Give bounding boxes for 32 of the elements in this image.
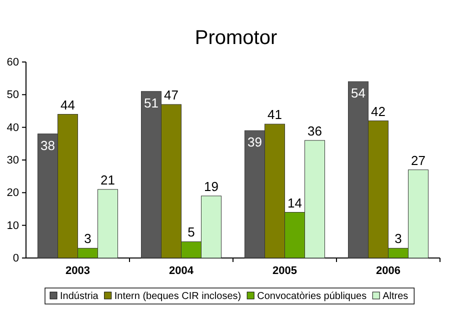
data-label: 47	[164, 87, 178, 102]
data-label: 27	[411, 152, 426, 168]
legend-label: Convocatòries públiques	[257, 291, 367, 302]
x-tick-label: 2006	[376, 265, 400, 278]
y-tick-label: 60	[6, 56, 19, 69]
x-tick-label: 2003	[66, 265, 90, 278]
chart-title: Promotor	[194, 27, 278, 49]
data-label: 51	[144, 95, 158, 110]
x-tick-label: 2004	[169, 265, 194, 278]
data-label: 38	[40, 138, 55, 153]
legend-label: Indústria	[60, 291, 99, 302]
data-label: 14	[288, 195, 302, 210]
y-tick-label: 10	[6, 220, 19, 232]
data-label: 21	[100, 172, 115, 188]
data-label: 41	[268, 107, 282, 122]
data-label: 39	[248, 134, 262, 150]
data-label: 3	[394, 231, 402, 246]
data-label: 5	[188, 224, 195, 240]
data-label: 3	[84, 231, 92, 246]
legend-label: Altres	[382, 291, 408, 302]
data-label: 42	[371, 104, 386, 119]
y-tick-label: 40	[6, 122, 19, 134]
data-label: 36	[308, 123, 322, 138]
y-tick-label: 50	[6, 89, 19, 102]
legend-label: Intern (beques CIR incloses)	[114, 291, 242, 302]
y-tick-label: 0	[12, 252, 19, 265]
y-tick-label: 20	[6, 187, 19, 200]
data-label: 44	[60, 97, 75, 112]
y-tick-label: 30	[6, 154, 19, 167]
x-tick-label: 2005	[272, 265, 297, 278]
data-label: 19	[204, 178, 218, 194]
data-label: 54	[351, 86, 366, 101]
